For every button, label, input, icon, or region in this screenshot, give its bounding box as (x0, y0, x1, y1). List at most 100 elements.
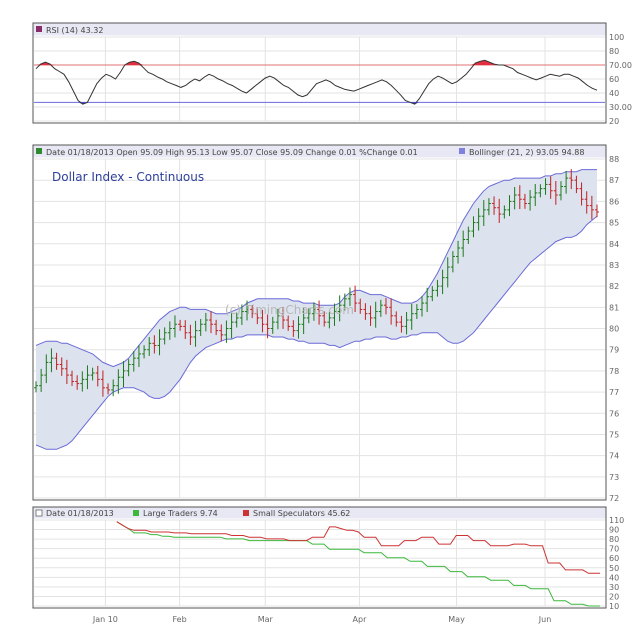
price-tick-label: 84 (609, 240, 619, 249)
watermark: (c) TimingCharts.com (225, 303, 354, 317)
price-tick-label: 82 (609, 282, 619, 291)
x-tick-label: Mar (258, 615, 274, 624)
rsi-tick-label: 80 (609, 47, 619, 56)
price-tick-label: 85 (609, 219, 619, 228)
legend-small-speculators: Small Speculators 45.62 (253, 509, 350, 518)
rsi-axis: 100 80 70.00 60 40 30.00 20 (609, 33, 632, 126)
ohlc-bar (291, 320, 296, 337)
ohlc-bar (193, 320, 198, 347)
ohlc-bar (440, 269, 445, 295)
ohlc-bar (54, 352, 59, 370)
ohlc-bar (456, 240, 461, 264)
ohlc-bar (373, 301, 378, 328)
ohlc-bar (353, 285, 358, 312)
x-tick-label: Apr (353, 615, 368, 624)
rsi-header-swatch (36, 26, 42, 32)
ohlc-bar (476, 208, 481, 231)
ohlc-bar (548, 176, 553, 199)
ohlc-bar (394, 311, 399, 327)
ohlc-bar (234, 312, 239, 328)
ohlc-bar (265, 314, 270, 339)
ohlc-bar (183, 320, 188, 339)
ohlc-bar (286, 315, 291, 331)
rsi-overbought-fill (36, 60, 597, 65)
ohlc-bar (595, 204, 599, 218)
bands-header-text: Bollinger (21, 2) 93.05 94.88 (469, 148, 584, 157)
ohlc-bar (44, 354, 49, 384)
price-tick-label: 86 (609, 197, 619, 206)
ohlc-bar (85, 365, 90, 390)
ohlc-bar (224, 320, 229, 343)
ohlc-bar (106, 383, 111, 395)
cot-series-line-1 (116, 521, 600, 574)
ohlc-bar (64, 359, 69, 385)
cot-tick-label: 30 (609, 583, 619, 592)
ohlc-bar (347, 287, 352, 306)
ohlc-bar (533, 184, 538, 207)
ohlc-bar (358, 298, 363, 314)
ohlc-bar (219, 324, 224, 342)
ohlc-bar (121, 361, 126, 388)
ohlc-bar (342, 293, 347, 311)
ohlc-bar (378, 299, 383, 317)
ohlc-bar (481, 200, 486, 226)
legend-large-traders: Large Traders 9.74 (143, 509, 218, 518)
ohlc-bar (49, 348, 54, 373)
ohlc-bar (538, 184, 543, 198)
ohlc-bar (59, 357, 64, 376)
bands-swatch (459, 148, 465, 154)
cot-header-bar (33, 507, 606, 519)
ohlc-bar (167, 321, 172, 340)
rsi-line (35, 59, 598, 105)
ohlc-bar (39, 368, 44, 392)
ohlc-bar (569, 169, 574, 190)
ohlc-bar (34, 381, 38, 393)
ohlc-bar (270, 316, 275, 334)
ohlc-bar (142, 345, 147, 359)
rsi-plot (34, 59, 605, 105)
price-tick-label: 76 (609, 409, 619, 418)
price-tick-label: 79 (609, 346, 619, 355)
cot-tick-label: 80 (609, 535, 619, 544)
ohlc-bar (311, 302, 316, 321)
ohlc-bar (162, 327, 167, 345)
cot-tick-label: 70 (609, 545, 619, 554)
ohlc-bar (255, 307, 260, 325)
ohlc-bar (239, 304, 244, 326)
cot-tick-label: 20 (609, 592, 619, 601)
ohlc-bar (502, 205, 507, 219)
bollinger-upper-line (35, 169, 597, 368)
cot-tick-label: 90 (609, 526, 619, 535)
rsi-header-bar (33, 23, 606, 36)
price-tick-label: 81 (609, 303, 619, 312)
ohlc-bar (70, 370, 75, 386)
ohlc-bar (301, 308, 306, 335)
ohlc-bar (420, 295, 425, 317)
ohlc-bar (126, 359, 131, 377)
ohlc-bar (306, 308, 311, 324)
ohlc-bar (435, 279, 440, 297)
ohlc-bar (450, 251, 455, 273)
bollinger-lower-line (35, 215, 598, 450)
rsi-header-text: RSI (14) 43.32 (46, 26, 103, 35)
price-tick-label: 72 (609, 494, 619, 503)
ohlc-bar (584, 191, 589, 214)
ohlc-bar (507, 195, 512, 217)
price-plot (34, 169, 599, 450)
rsi-tick-label: 100 (609, 33, 624, 42)
price-header-text: Date 01/18/2013 Open 95.09 High 95.13 Lo… (46, 148, 418, 157)
ohlc-bar (383, 298, 388, 315)
ohlc-bar (80, 371, 85, 392)
cot-grid (34, 519, 605, 607)
ohlc-bar (486, 198, 491, 216)
cot-tick-label: 60 (609, 554, 619, 563)
ohlc-bar (229, 312, 234, 339)
price-tick-label: 83 (609, 261, 619, 270)
ohlc-bar (363, 303, 368, 320)
price-tick-label: 78 (609, 367, 619, 376)
legend-swatch-small-speculators (243, 510, 249, 516)
ohlc-bar (327, 311, 332, 329)
ohlc-bar (528, 190, 533, 211)
bollinger-band-fill (36, 169, 597, 450)
